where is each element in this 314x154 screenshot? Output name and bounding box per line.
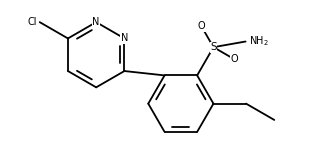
Text: N: N bbox=[93, 17, 100, 27]
Text: Cl: Cl bbox=[28, 17, 37, 27]
Text: O: O bbox=[231, 54, 238, 64]
Text: O: O bbox=[198, 21, 205, 31]
Text: N: N bbox=[121, 33, 128, 43]
Text: S: S bbox=[210, 42, 217, 52]
Text: NH$_2$: NH$_2$ bbox=[249, 35, 269, 48]
